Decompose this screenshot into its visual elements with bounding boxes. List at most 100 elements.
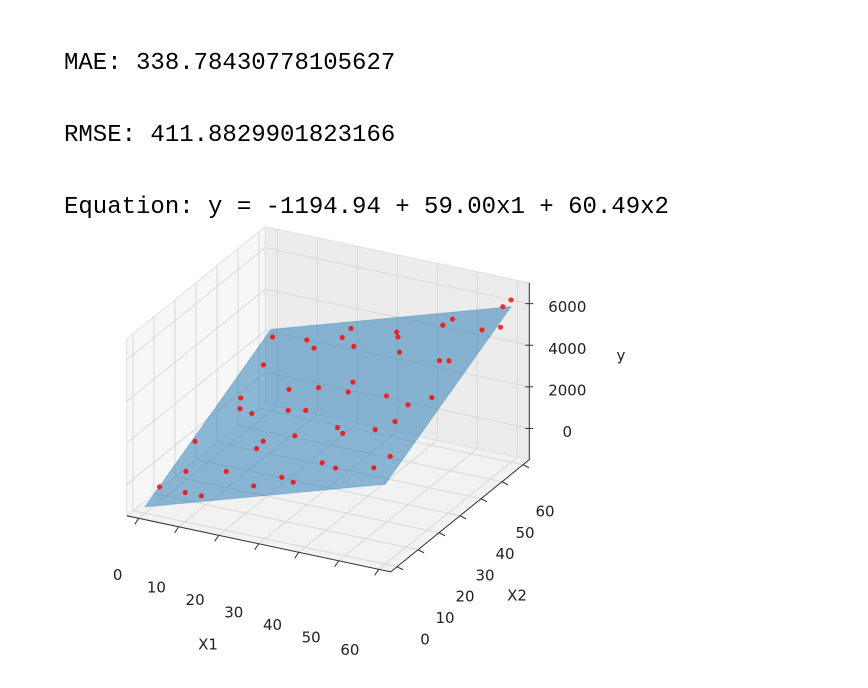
tick-mark bbox=[254, 543, 260, 551]
x-axis-label: X1 bbox=[198, 636, 218, 654]
axis-line bbox=[390, 459, 530, 573]
data-point bbox=[500, 304, 506, 310]
data-point bbox=[253, 445, 260, 452]
data-point bbox=[395, 334, 401, 340]
data-point bbox=[304, 337, 310, 343]
x-tick-label: 40 bbox=[263, 616, 282, 634]
data-point bbox=[315, 384, 322, 391]
grid-line bbox=[126, 247, 266, 361]
data-point bbox=[319, 460, 325, 466]
grid-line bbox=[132, 510, 398, 568]
tick-mark bbox=[134, 518, 140, 525]
x-tick-label: 10 bbox=[147, 578, 166, 596]
grid-line bbox=[153, 493, 419, 551]
data-point bbox=[446, 358, 452, 364]
data-point bbox=[290, 479, 296, 485]
x-tick-label: 0 bbox=[113, 566, 123, 584]
tick-mark bbox=[417, 549, 425, 554]
data-point bbox=[449, 316, 456, 322]
data-point bbox=[350, 379, 356, 385]
data-point bbox=[237, 406, 243, 412]
z-tick-label: 6000 bbox=[548, 298, 586, 316]
data-point bbox=[292, 433, 298, 439]
y-tick-label: 10 bbox=[435, 609, 454, 627]
tick-mark bbox=[438, 532, 446, 537]
grid-line bbox=[265, 247, 530, 305]
data-point bbox=[156, 484, 163, 490]
z-tick-label: 4000 bbox=[548, 340, 586, 358]
data-point bbox=[311, 345, 317, 351]
data-point bbox=[334, 425, 341, 431]
data-point bbox=[351, 343, 357, 349]
tick-mark bbox=[214, 535, 220, 542]
z-tick-label: 2000 bbox=[548, 381, 586, 399]
data-point bbox=[303, 407, 309, 413]
z-tick-label: 0 bbox=[563, 423, 573, 441]
data-point bbox=[396, 349, 403, 355]
data-point bbox=[249, 410, 255, 416]
data-point bbox=[479, 327, 485, 333]
tick-mark bbox=[294, 552, 300, 559]
data-point bbox=[339, 334, 345, 341]
tick-mark bbox=[396, 566, 404, 571]
tick-mark bbox=[374, 569, 380, 576]
output-line: Equation: y = -1194.94 + 59.00x1 + 60.49… bbox=[64, 194, 669, 221]
data-point bbox=[251, 483, 257, 489]
data-point bbox=[436, 358, 443, 364]
data-point bbox=[392, 418, 398, 425]
data-point bbox=[340, 430, 346, 436]
text-output: MAE: 338.78430778105627 RMSE: 411.882990… bbox=[64, 10, 669, 262]
data-point bbox=[238, 395, 244, 401]
y-tick-label: 50 bbox=[515, 524, 534, 542]
data-point bbox=[372, 427, 378, 433]
y-tick-label: 20 bbox=[455, 588, 474, 606]
axis-line bbox=[126, 515, 391, 573]
x-tick-label: 30 bbox=[224, 603, 243, 621]
data-point bbox=[348, 325, 354, 331]
data-point bbox=[260, 438, 266, 444]
data-point bbox=[223, 468, 229, 475]
data-point bbox=[387, 453, 393, 459]
tick-mark bbox=[480, 498, 488, 503]
data-point bbox=[371, 465, 377, 471]
data-point bbox=[183, 468, 189, 474]
tick-mark bbox=[334, 560, 340, 568]
data-point bbox=[269, 334, 276, 340]
x-tick-label: 20 bbox=[186, 591, 205, 609]
data-point bbox=[405, 402, 411, 408]
grid-line bbox=[126, 288, 266, 402]
y-tick-label: 40 bbox=[495, 545, 514, 563]
z-axis-label: y bbox=[617, 347, 626, 365]
tick-mark bbox=[174, 526, 180, 534]
data-point bbox=[285, 407, 291, 414]
y-axis-label: X2 bbox=[507, 587, 527, 605]
y-tick-label: 60 bbox=[535, 502, 554, 520]
x-tick-label: 50 bbox=[302, 628, 321, 646]
output-line: RMSE: 411.8829901823166 bbox=[64, 122, 396, 149]
data-point bbox=[440, 322, 446, 328]
y-tick-label: 0 bbox=[420, 630, 430, 648]
tick-mark bbox=[459, 515, 467, 520]
data-point bbox=[394, 329, 400, 335]
data-point bbox=[279, 474, 285, 480]
tick-mark bbox=[522, 464, 530, 469]
data-point bbox=[497, 324, 504, 330]
regression-plane bbox=[143, 306, 513, 508]
data-point bbox=[192, 438, 198, 444]
grid-line bbox=[126, 330, 266, 444]
data-point bbox=[260, 362, 267, 368]
data-point bbox=[345, 389, 351, 395]
data-point bbox=[182, 489, 188, 496]
output-line: MAE: 338.78430778105627 bbox=[64, 50, 396, 77]
tick-mark bbox=[501, 481, 509, 486]
data-point bbox=[429, 394, 435, 401]
y-tick-label: 30 bbox=[475, 566, 494, 584]
data-point bbox=[198, 493, 204, 499]
data-point bbox=[508, 297, 514, 303]
data-point bbox=[286, 386, 292, 392]
data-point bbox=[383, 393, 390, 399]
data-point bbox=[332, 465, 339, 471]
x-tick-label: 60 bbox=[340, 641, 359, 659]
